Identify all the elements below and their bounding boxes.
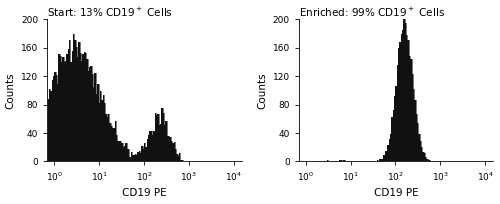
Text: Start: 13% CD19$^+$ Cells: Start: 13% CD19$^+$ Cells [48,6,174,19]
Text: Enriched: 99% CD19$^+$ Cells: Enriched: 99% CD19$^+$ Cells [299,6,445,19]
X-axis label: CD19 PE: CD19 PE [374,188,418,198]
X-axis label: CD19 PE: CD19 PE [122,188,167,198]
Y-axis label: Counts: Counts [6,72,16,109]
Y-axis label: Counts: Counts [257,72,267,109]
